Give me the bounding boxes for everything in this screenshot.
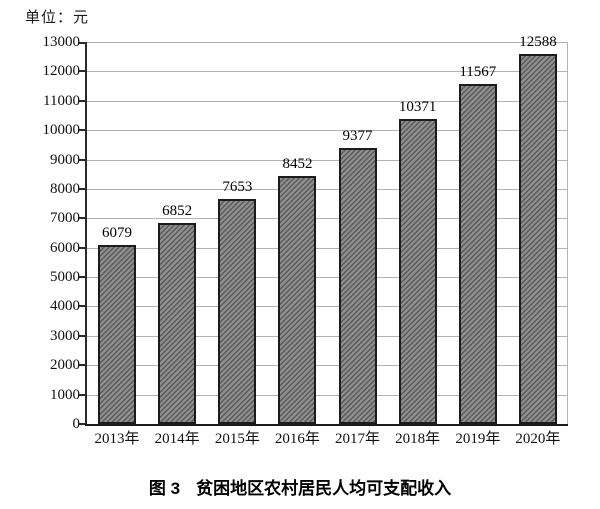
y-tick-label: 12000 bbox=[42, 63, 81, 80]
y-tick bbox=[79, 42, 86, 44]
bar-value-label: 12588 bbox=[519, 34, 557, 50]
x-tick-label: 2016年 bbox=[274, 431, 320, 447]
unit-label: 单位：元 bbox=[25, 10, 90, 26]
bar-value-label: 6852 bbox=[162, 203, 193, 219]
y-tick bbox=[79, 99, 86, 102]
y-tick bbox=[79, 334, 86, 337]
y-tick bbox=[79, 158, 86, 161]
x-tick-label: 2013年 bbox=[94, 431, 140, 447]
gridline bbox=[87, 71, 568, 73]
bar-value-label: 9377 bbox=[342, 128, 373, 144]
y-tick-label: 5000 bbox=[50, 269, 80, 286]
y-tick-label: 6000 bbox=[50, 239, 80, 256]
bar-value-label: 8452 bbox=[282, 156, 313, 172]
bar-2018年 bbox=[398, 119, 437, 424]
y-tick-label: 13000 bbox=[42, 34, 81, 50]
y-tick-label: 10000 bbox=[42, 122, 81, 139]
y-axis-line bbox=[85, 42, 87, 424]
x-tick-label: 2018年 bbox=[395, 431, 441, 447]
bar-value-label: 7653 bbox=[222, 179, 253, 195]
bar-value-label: 6079 bbox=[102, 225, 133, 241]
gridline bbox=[87, 365, 568, 367]
bar-2016年 bbox=[278, 176, 317, 424]
y-tick bbox=[79, 70, 86, 73]
y-tick bbox=[79, 423, 86, 425]
x-axis-line bbox=[85, 424, 568, 426]
y-tick bbox=[79, 276, 86, 279]
y-tick-label: 9000 bbox=[50, 151, 80, 168]
y-tick-label: 3000 bbox=[50, 327, 80, 344]
y-tick bbox=[79, 305, 86, 308]
bar-2014年 bbox=[158, 223, 197, 424]
plot-right-border bbox=[567, 42, 568, 424]
gridline bbox=[87, 394, 568, 396]
bar-value-label: 10371 bbox=[398, 99, 437, 115]
figure-number: 图 3 bbox=[148, 479, 181, 498]
y-axis-labels: 0 1000 2000 3000 4000 5000 6000 7000 8000 9000 100… bbox=[0, 34, 81, 432]
y-tick bbox=[79, 187, 86, 190]
y-tick bbox=[79, 364, 86, 367]
x-tick-label: 2017年 bbox=[335, 431, 381, 447]
bar-value-label: 11567 bbox=[459, 64, 497, 80]
bar-2017年 bbox=[338, 148, 377, 424]
y-tick-label: 7000 bbox=[50, 210, 80, 227]
gridline bbox=[87, 130, 568, 132]
y-tick-label: 8000 bbox=[50, 180, 80, 197]
gridline bbox=[87, 218, 568, 220]
y-tick-label: 1000 bbox=[50, 386, 80, 403]
gridline bbox=[87, 335, 568, 337]
gridline bbox=[87, 42, 568, 43]
x-tick-label: 2020年 bbox=[515, 431, 561, 447]
bar-2019年 bbox=[458, 84, 497, 424]
gridline bbox=[87, 247, 568, 249]
y-tick-label: 2000 bbox=[50, 357, 80, 374]
bar-2020年 bbox=[518, 54, 557, 424]
gridline bbox=[87, 277, 568, 279]
figure-caption: 图 3 贫困地区农村居民人均可支配收入 bbox=[0, 474, 600, 499]
y-tick-label: 0 bbox=[72, 416, 81, 432]
y-tick-label: 11000 bbox=[43, 92, 80, 109]
gridline bbox=[87, 188, 568, 190]
y-tick bbox=[79, 246, 86, 249]
bar-2013年 bbox=[98, 245, 137, 424]
gridline bbox=[87, 159, 568, 161]
x-axis-labels: 2013年 2014年 2015年 2016年 2017年 2018年 2019年 2020年 bbox=[87, 430, 568, 450]
x-tick-label: 2019年 bbox=[455, 431, 501, 447]
x-tick-label: 2014年 bbox=[154, 431, 200, 447]
plot-area: 6079 6852 7653 8452 9377 10371 11567 12588 bbox=[79, 34, 568, 426]
gridline bbox=[87, 306, 568, 308]
gridline bbox=[87, 100, 568, 102]
figure-title: 贫困地区农村居民人均可支配收入 bbox=[196, 479, 452, 498]
bar-2015年 bbox=[218, 199, 257, 424]
y-tick-label: 4000 bbox=[50, 298, 80, 315]
x-tick-label: 2015年 bbox=[214, 431, 260, 447]
y-tick bbox=[79, 129, 86, 132]
y-tick bbox=[79, 393, 86, 396]
y-tick bbox=[79, 217, 86, 220]
